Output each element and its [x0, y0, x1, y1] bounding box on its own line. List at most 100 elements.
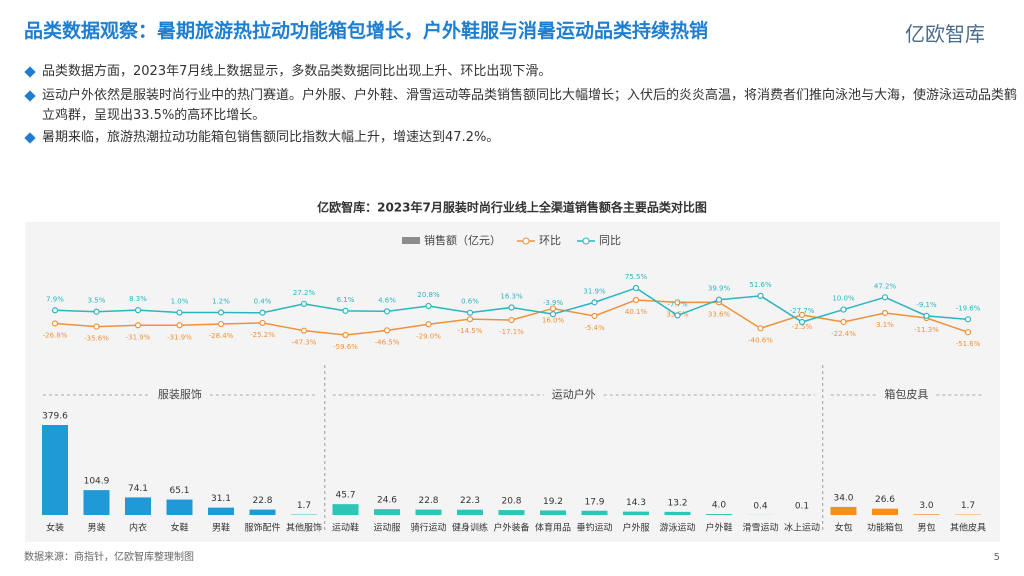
line-marker: [964, 316, 972, 323]
bar-label: 17.9: [584, 497, 604, 507]
x-tick-label: 户外鞋: [705, 522, 732, 534]
x-tick-label: 户外装备: [493, 522, 529, 534]
point-label: -22.4%: [831, 330, 856, 338]
bar: [42, 425, 68, 515]
group-label: 箱包皮具: [884, 387, 928, 401]
line-marker: [425, 321, 432, 328]
point-label: -47.3%: [292, 339, 317, 347]
line-marker: [549, 305, 557, 312]
legend-label: 同比: [599, 234, 621, 247]
x-tick-label: 滑雪运动: [742, 523, 778, 534]
line-marker: [217, 320, 225, 328]
line-marker: [757, 292, 764, 299]
legend-label: 销售额（亿元）: [424, 233, 501, 247]
bar-label: 379.6: [42, 412, 68, 422]
legend-marker: [522, 237, 530, 245]
line-marker: [591, 312, 598, 320]
legend-swatch: [402, 237, 420, 244]
point-label: 0.6%: [461, 298, 479, 306]
x-tick-label: 游泳运动: [659, 522, 695, 534]
point-label: -7.7%: [667, 300, 688, 308]
x-tick-label: 男包: [917, 522, 935, 534]
bar: [125, 497, 151, 515]
group-label: 运动户外: [552, 387, 596, 401]
bar-label: 26.6: [875, 495, 895, 505]
x-tick-label: 其他服饰: [286, 522, 322, 534]
point-label: -19.6%: [956, 304, 981, 312]
point-label: 3.1%: [876, 321, 894, 329]
line-marker: [466, 309, 474, 316]
bullet: 运动户外依然是服装时尚行业中的热门赛道。户外服、户外鞋、滑雪运动等品类销售额同比…: [24, 86, 1022, 126]
line-marker: [134, 322, 142, 329]
point-label: -11.3%: [914, 326, 939, 334]
line-marker: [881, 309, 889, 317]
point-label: -25.2%: [250, 331, 275, 339]
line-marker: [923, 312, 930, 319]
line-marker: [798, 318, 806, 326]
line-marker: [632, 296, 640, 304]
bar-label: 14.3: [626, 498, 646, 508]
x-tick-label: 垂钓运动: [576, 522, 612, 534]
point-label: 40.1%: [625, 308, 648, 316]
line-marker: [715, 296, 723, 303]
bar-label: 104.9: [84, 477, 110, 487]
bar: [830, 506, 857, 515]
line-marker: [51, 307, 59, 314]
point-label: -31.9%: [167, 333, 192, 341]
logo: 亿欧智库: [905, 22, 985, 46]
point-label: 39.9%: [708, 285, 731, 293]
point-label: 7.9%: [46, 295, 64, 303]
line-marker: [674, 312, 681, 319]
bullet: 暑期来临，旅游热潮拉动功能箱包销售额同比指数大幅上升，增速达到47.2%。: [24, 128, 1022, 148]
x-tick-label: 服饰配件: [244, 522, 280, 534]
point-label: -46.5%: [375, 338, 400, 346]
bar-label: 20.8: [501, 497, 521, 507]
x-tick-label: 女包: [834, 522, 852, 534]
line-marker: [51, 320, 59, 327]
x-tick-label: 骑行运动: [410, 522, 446, 534]
chart-background: [25, 222, 1000, 542]
point-label: -40.6%: [748, 336, 773, 344]
line-marker: [176, 322, 183, 329]
line-marker: [300, 300, 308, 308]
bar-label: 22.8: [252, 496, 272, 506]
bullet: 品类数据方面，2023年7月线上数据显示，多数品类数据同比出现上升、环比出现下滑…: [24, 62, 1022, 82]
chart-title: 亿欧智库：2023年7月服装时尚行业线上全渠道销售额各主要品类对比图: [317, 200, 707, 215]
bar-label: 4.0: [712, 501, 727, 511]
bar: [913, 514, 940, 515]
bar: [332, 504, 359, 515]
bar: [457, 509, 483, 515]
bar-label: 0.1: [795, 501, 809, 511]
point-label: 27.2%: [293, 289, 316, 297]
bar: [664, 511, 691, 515]
x-tick-label: 男鞋: [212, 522, 230, 534]
bar-label: 0.4: [753, 501, 768, 511]
line-marker: [798, 311, 806, 319]
bar-label: 74.1: [128, 484, 148, 494]
bar: [83, 490, 110, 515]
point-label: -17.1%: [499, 328, 524, 336]
line-marker: [93, 308, 100, 315]
line-marker: [466, 316, 474, 323]
bar: [581, 510, 608, 515]
point-label: -51.6%: [956, 340, 981, 348]
line-marker: [259, 319, 266, 327]
bar-label: 22.8: [418, 496, 438, 506]
point-label: -5.4%: [584, 324, 605, 332]
line-marker: [881, 294, 889, 301]
slide-title: 品类数据观察：暑期旅游热拉动功能箱包增长，户外鞋服与消暑运动品类持续热销: [24, 20, 709, 42]
point-label: 0.4%: [254, 298, 272, 306]
line-marker: [383, 327, 391, 334]
bar-label: 65.1: [169, 486, 189, 496]
x-tick-label: 内衣: [129, 522, 147, 534]
line-marker: [757, 325, 764, 332]
x-tick-label: 户外服: [622, 522, 649, 534]
legend-label: 环比: [539, 234, 561, 247]
line-marker: [549, 311, 557, 318]
point-label: 3.5%: [88, 297, 106, 305]
line-marker: [632, 284, 640, 292]
bar: [706, 514, 732, 515]
bar-label: 1.7: [961, 501, 975, 511]
point-label: -59.6%: [333, 343, 358, 351]
line-marker: [674, 299, 681, 306]
